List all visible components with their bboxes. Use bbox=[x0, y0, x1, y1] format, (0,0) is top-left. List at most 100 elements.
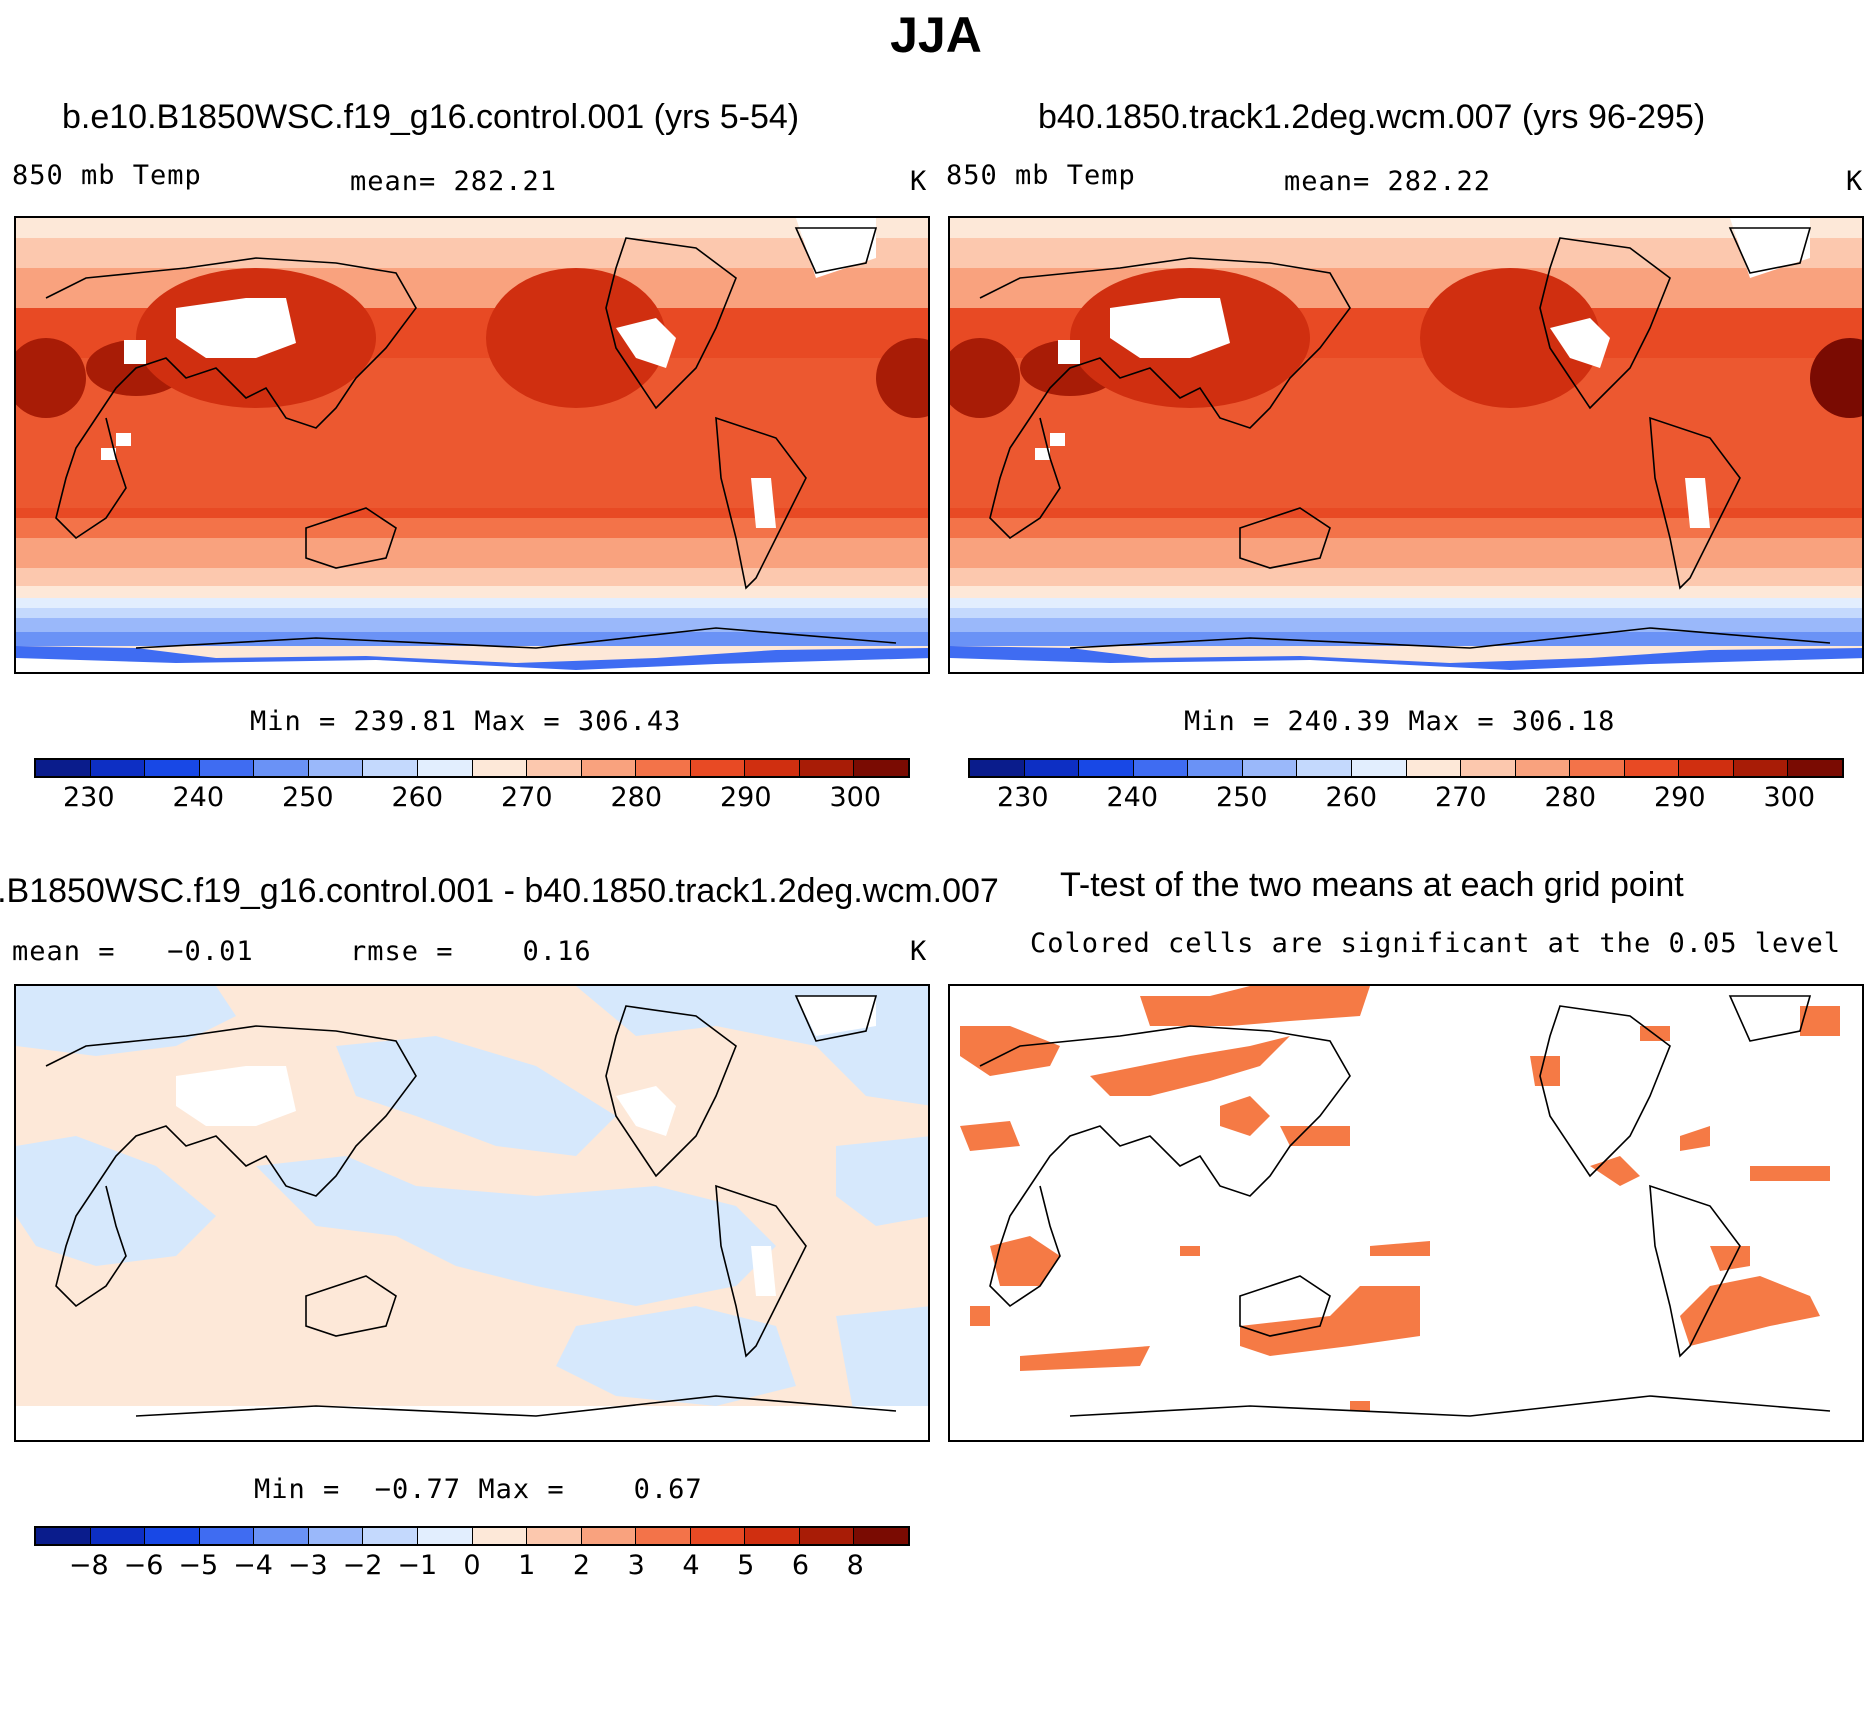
colorbar-tick-label: −1 bbox=[397, 1550, 438, 1581]
significant-region bbox=[960, 1121, 1020, 1151]
difference-colorbar bbox=[34, 1526, 910, 1546]
rockies-mask bbox=[616, 318, 676, 368]
colorbar-swatch bbox=[1570, 760, 1625, 776]
coastline-antarctica bbox=[135, 1395, 897, 1417]
significant-region bbox=[1710, 1246, 1750, 1271]
colorbar-swatch bbox=[854, 760, 908, 776]
coastline-antarctica bbox=[1069, 1395, 1831, 1417]
colorbar-swatch bbox=[472, 760, 528, 776]
diff-negative-region bbox=[16, 986, 236, 1056]
mask-cell bbox=[1035, 448, 1050, 460]
mask-cell bbox=[101, 448, 116, 460]
andes-mask bbox=[751, 478, 776, 528]
coastline-south-america bbox=[715, 1184, 807, 1358]
difference-unit-label: K bbox=[910, 936, 928, 967]
colorbar-swatch bbox=[36, 760, 91, 776]
colorbar-swatch bbox=[1515, 760, 1571, 776]
colorbar-tick-label: 6 bbox=[791, 1550, 810, 1581]
colorbar-tick-label: 3 bbox=[627, 1550, 645, 1581]
colorbar-swatch bbox=[1351, 760, 1407, 776]
experiment-panel-title: b40.1850.track1.2deg.wcm.007 (yrs 96-295… bbox=[1038, 98, 1706, 136]
colorbar-swatch bbox=[417, 1528, 473, 1544]
coastline-north-america bbox=[605, 237, 737, 410]
colorbar-swatch bbox=[145, 1528, 200, 1544]
colorbar-swatch bbox=[581, 760, 637, 776]
colorbar-tick-label: 8 bbox=[846, 1550, 864, 1581]
colorbar-swatch bbox=[199, 1528, 255, 1544]
colorbar-tick-label: 5 bbox=[737, 1550, 755, 1581]
difference-panel-title: b.e10.B1850WSC.f19_g16.control.001 - b40… bbox=[0, 872, 999, 910]
colorbar-swatch bbox=[1242, 760, 1298, 776]
colorbar-swatch bbox=[581, 1528, 637, 1544]
field-band bbox=[16, 568, 928, 590]
colorbar-swatch bbox=[1461, 760, 1516, 776]
colorbar-swatch bbox=[90, 760, 146, 776]
colorbar-tick-label: 290 bbox=[719, 782, 772, 813]
field-band bbox=[950, 608, 1862, 620]
colorbar-tick-label: 280 bbox=[1544, 782, 1597, 813]
colorbar-swatch bbox=[636, 760, 691, 776]
andes-mask bbox=[1685, 478, 1710, 528]
coastline-north-america bbox=[1539, 1005, 1671, 1178]
rockies-mask bbox=[616, 1086, 676, 1136]
colorbar-tick-label: −2 bbox=[342, 1550, 383, 1581]
mask-cell bbox=[116, 433, 131, 446]
control-minmax: Min = 239.81 Max = 306.43 bbox=[250, 706, 682, 737]
experiment-field-label: 850 mb Temp bbox=[946, 160, 1136, 191]
colorbar-tick-label: 270 bbox=[1434, 782, 1487, 813]
colorbar-tick-label: 4 bbox=[682, 1550, 700, 1581]
control-mean-label: mean= 282.21 bbox=[350, 166, 558, 197]
colorbar-swatch bbox=[799, 1528, 855, 1544]
difference-rmse-label: rmse = 0.16 bbox=[350, 936, 592, 967]
control-field-label: 850 mb Temp bbox=[12, 160, 202, 191]
significant-region bbox=[1020, 1346, 1150, 1371]
difference-minmax: Min = −0.77 Max = 0.67 bbox=[254, 1474, 703, 1505]
colorbar-swatch bbox=[636, 1528, 691, 1544]
control-unit-label: K bbox=[910, 166, 928, 197]
field-band bbox=[16, 598, 928, 610]
coastlines bbox=[45, 227, 897, 649]
field-band bbox=[950, 568, 1862, 590]
coastline-australia bbox=[1239, 507, 1331, 569]
tibet-mask bbox=[1110, 298, 1230, 358]
antarctica-mask bbox=[950, 658, 1862, 672]
greenland-mask bbox=[796, 218, 876, 278]
colorbar-tick-label: 230 bbox=[62, 782, 115, 813]
colorbar-swatch bbox=[1788, 760, 1842, 776]
control-colorbar bbox=[34, 758, 910, 778]
tibet-mask bbox=[176, 298, 296, 358]
coastline-south-america bbox=[715, 416, 807, 590]
significant-region bbox=[990, 1236, 1060, 1286]
colorbar-swatch bbox=[690, 760, 746, 776]
colorbar-tick-label: 250 bbox=[1215, 782, 1268, 813]
colorbar-swatch bbox=[854, 1528, 908, 1544]
difference-map bbox=[14, 984, 930, 1442]
colorbar-swatch bbox=[254, 760, 309, 776]
coastline-eurasia-africa bbox=[45, 1025, 417, 1308]
ttest-map bbox=[948, 984, 1864, 1442]
field-band bbox=[16, 618, 928, 634]
significant-region bbox=[1090, 1036, 1290, 1096]
field-band bbox=[950, 598, 1862, 610]
ttest-map-graphic bbox=[960, 986, 1840, 1417]
diff-negative-region bbox=[336, 1036, 616, 1156]
hot-spot-sahara bbox=[1810, 338, 1862, 418]
rockies-mask bbox=[1550, 318, 1610, 368]
experiment-minmax: Min = 240.39 Max = 306.18 bbox=[1184, 706, 1616, 737]
colorbar-swatch bbox=[1024, 760, 1080, 776]
colorbar-swatch bbox=[145, 760, 200, 776]
control-map-graphic bbox=[16, 218, 928, 672]
significant-region bbox=[1240, 1286, 1420, 1356]
coastline-south-america bbox=[1649, 416, 1741, 590]
colorbar-tick-label: 270 bbox=[500, 782, 553, 813]
colorbar-tick-label: 2 bbox=[572, 1550, 591, 1581]
colorbar-swatch bbox=[1133, 760, 1189, 776]
coastline-australia bbox=[305, 1275, 397, 1337]
significant-region bbox=[1280, 1126, 1350, 1146]
coastlines bbox=[45, 995, 897, 1417]
coastline-eurasia-africa bbox=[979, 1025, 1351, 1308]
significant-region bbox=[1590, 1156, 1640, 1186]
figure-title: JJA bbox=[890, 7, 982, 63]
difference-mean-label: mean = −0.01 bbox=[12, 936, 254, 967]
colorbar-tick-label: 250 bbox=[281, 782, 334, 813]
